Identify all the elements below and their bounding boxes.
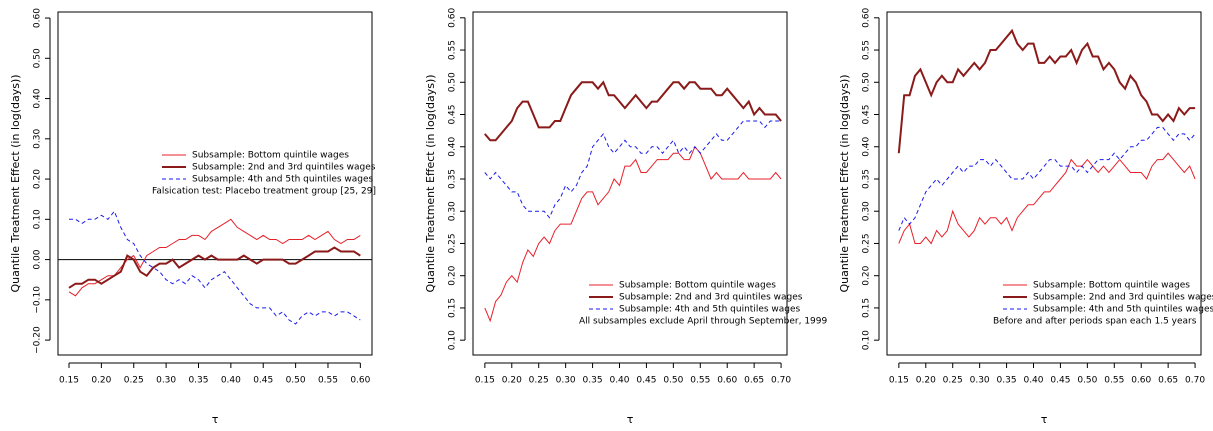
legend-note: Before and after periods span each 1.5 y… [993,317,1197,327]
y-tick-label: 0.60 [448,8,458,28]
series-line [897,28,1196,154]
x-tick-label: 0.35 [188,376,208,386]
series-line [898,126,1196,231]
legend-label: Subsample: 2nd and 3rd quintiles wages [192,163,376,173]
y-tick-label: 0.20 [862,265,872,285]
y-tick-label: 0.45 [862,104,872,124]
legend-label: Subsample: Bottom quintile wages [192,151,349,161]
y-tick-label: 0.25 [448,233,458,253]
series-line [484,80,782,142]
legend-label: Subsample: Bottom quintile wages [1033,281,1190,291]
y-tick-label: 0.60 [862,8,872,28]
y-tick-label: 0.25 [862,233,872,253]
y-tick-label: 0.50 [448,72,458,92]
x-axis-title: τ [1041,413,1048,426]
x-tick-label: 0.15 [475,376,495,386]
y-axis-title: Quantile Treatment Effect (in log(days)) [424,74,437,292]
x-axis-title: τ [212,413,219,426]
plot-frame [57,11,373,356]
x-tick-label: 0.15 [889,376,909,386]
y-tick-label: 0.20 [448,265,458,285]
y-tick-label: 0.50 [33,48,43,68]
x-tick-label: 0.45 [636,376,656,386]
y-tick-label: 0.10 [448,330,458,350]
x-tick-label: 0.65 [1158,376,1178,386]
panel: 0.15 0.20 0.25 0.30 0.35 0.40 0.45 0.50 0.55 0.60… [9,8,376,426]
y-tick-label: 0.50 [862,72,872,92]
x-tick-label: 0.45 [1050,376,1070,386]
x-tick-label: 0.25 [124,376,144,386]
x-tick-label: 0.45 [253,376,273,386]
plot-frame [472,11,788,356]
series-line [68,218,361,297]
y-axis-title: Quantile Treatment Effect (in log(days)) [9,74,22,292]
panel: 0.15 0.20 0.25 0.30 0.35 0.40 0.45 0.50 0.55 0.60… [838,8,1213,426]
y-tick-label: 0.30 [862,201,872,221]
y-tick-label: 0.10 [862,330,872,350]
x-tick-label: 0.60 [717,376,737,386]
legend-label: Subsample: 4th and 5th quintiles wages [192,175,374,185]
y-tick-label: 0.15 [448,298,458,318]
x-tick-label: 0.50 [1077,376,1097,386]
legend-label: Subsample: 2nd and 3rd quintiles wages [619,293,803,303]
x-tick-label: 0.35 [583,376,603,386]
legend-label: Subsample: 4th and 5th quintiles wages [619,305,801,315]
legend-note: All subsamples exclude April through Sep… [579,317,828,327]
x-tick-label: 0.50 [286,376,306,386]
y-tick-label: 0.60 [33,8,43,28]
x-tick-label: 0.55 [318,376,338,386]
x-tick-label: 0.70 [1185,376,1205,386]
x-tick-label: 0.55 [690,376,710,386]
x-tick-label: 0.40 [221,376,241,386]
y-tick-label: 0.45 [448,104,458,124]
plot-frame [886,11,1202,356]
y-tick-label: 0.35 [448,169,458,189]
x-tick-label: 0.20 [916,376,936,386]
y-tick-label: 0.40 [33,88,43,108]
x-tick-label: 0.25 [529,376,549,386]
x-tick-label: 0.30 [970,376,990,386]
y-tick-label: 0.30 [448,201,458,221]
y-tick-label: 0.40 [448,136,458,156]
x-tick-label: 0.20 [502,376,522,386]
x-tick-label: 0.35 [997,376,1017,386]
y-tick-label: 0.30 [33,129,43,149]
x-tick-label: 0.20 [91,376,111,386]
x-tick-label: 0.25 [943,376,963,386]
x-tick-label: 0.50 [663,376,683,386]
x-tick-label: 0.15 [59,376,79,386]
y-tick-label: 0.20 [33,169,43,189]
y-tick-label: −0.10 [33,286,43,314]
series-line [68,246,361,289]
legend-note: Falsication test: Placebo treatment grou… [152,187,376,197]
x-tick-label: 0.65 [744,376,764,386]
legend-label: Subsample: 4th and 5th quintiles wages [1033,305,1213,315]
legend-label: Subsample: 2nd and 3rd quintiles wages [1033,293,1213,303]
y-tick-label: −0.20 [33,326,43,354]
series-line [484,145,782,323]
x-tick-label: 0.60 [1131,376,1151,386]
y-tick-label: 0.15 [862,298,872,318]
x-tick-label: 0.40 [609,376,629,386]
x-tick-label: 0.30 [556,376,576,386]
y-tick-label: 0.40 [862,136,872,156]
series-line [898,152,1196,245]
y-axis-title: Quantile Treatment Effect (in log(days)) [838,74,851,292]
x-tick-label: 0.40 [1023,376,1043,386]
panel: 0.15 0.20 0.25 0.30 0.35 0.40 0.45 0.50 0.55 0.60… [424,8,828,426]
x-tick-label: 0.70 [771,376,791,386]
y-tick-label: 0.00 [33,249,43,269]
y-tick-label: 0.55 [448,40,458,60]
x-tick-label: 0.55 [1104,376,1124,386]
y-tick-label: 0.55 [862,40,872,60]
x-axis-title: τ [627,413,634,426]
y-tick-label: 0.10 [33,209,43,229]
y-tick-label: 0.35 [862,169,872,189]
x-tick-label: 0.30 [156,376,176,386]
x-tick-label: 0.60 [350,376,370,386]
series-line [69,210,361,325]
series-line [484,120,782,219]
legend-label: Subsample: Bottom quintile wages [619,281,776,291]
